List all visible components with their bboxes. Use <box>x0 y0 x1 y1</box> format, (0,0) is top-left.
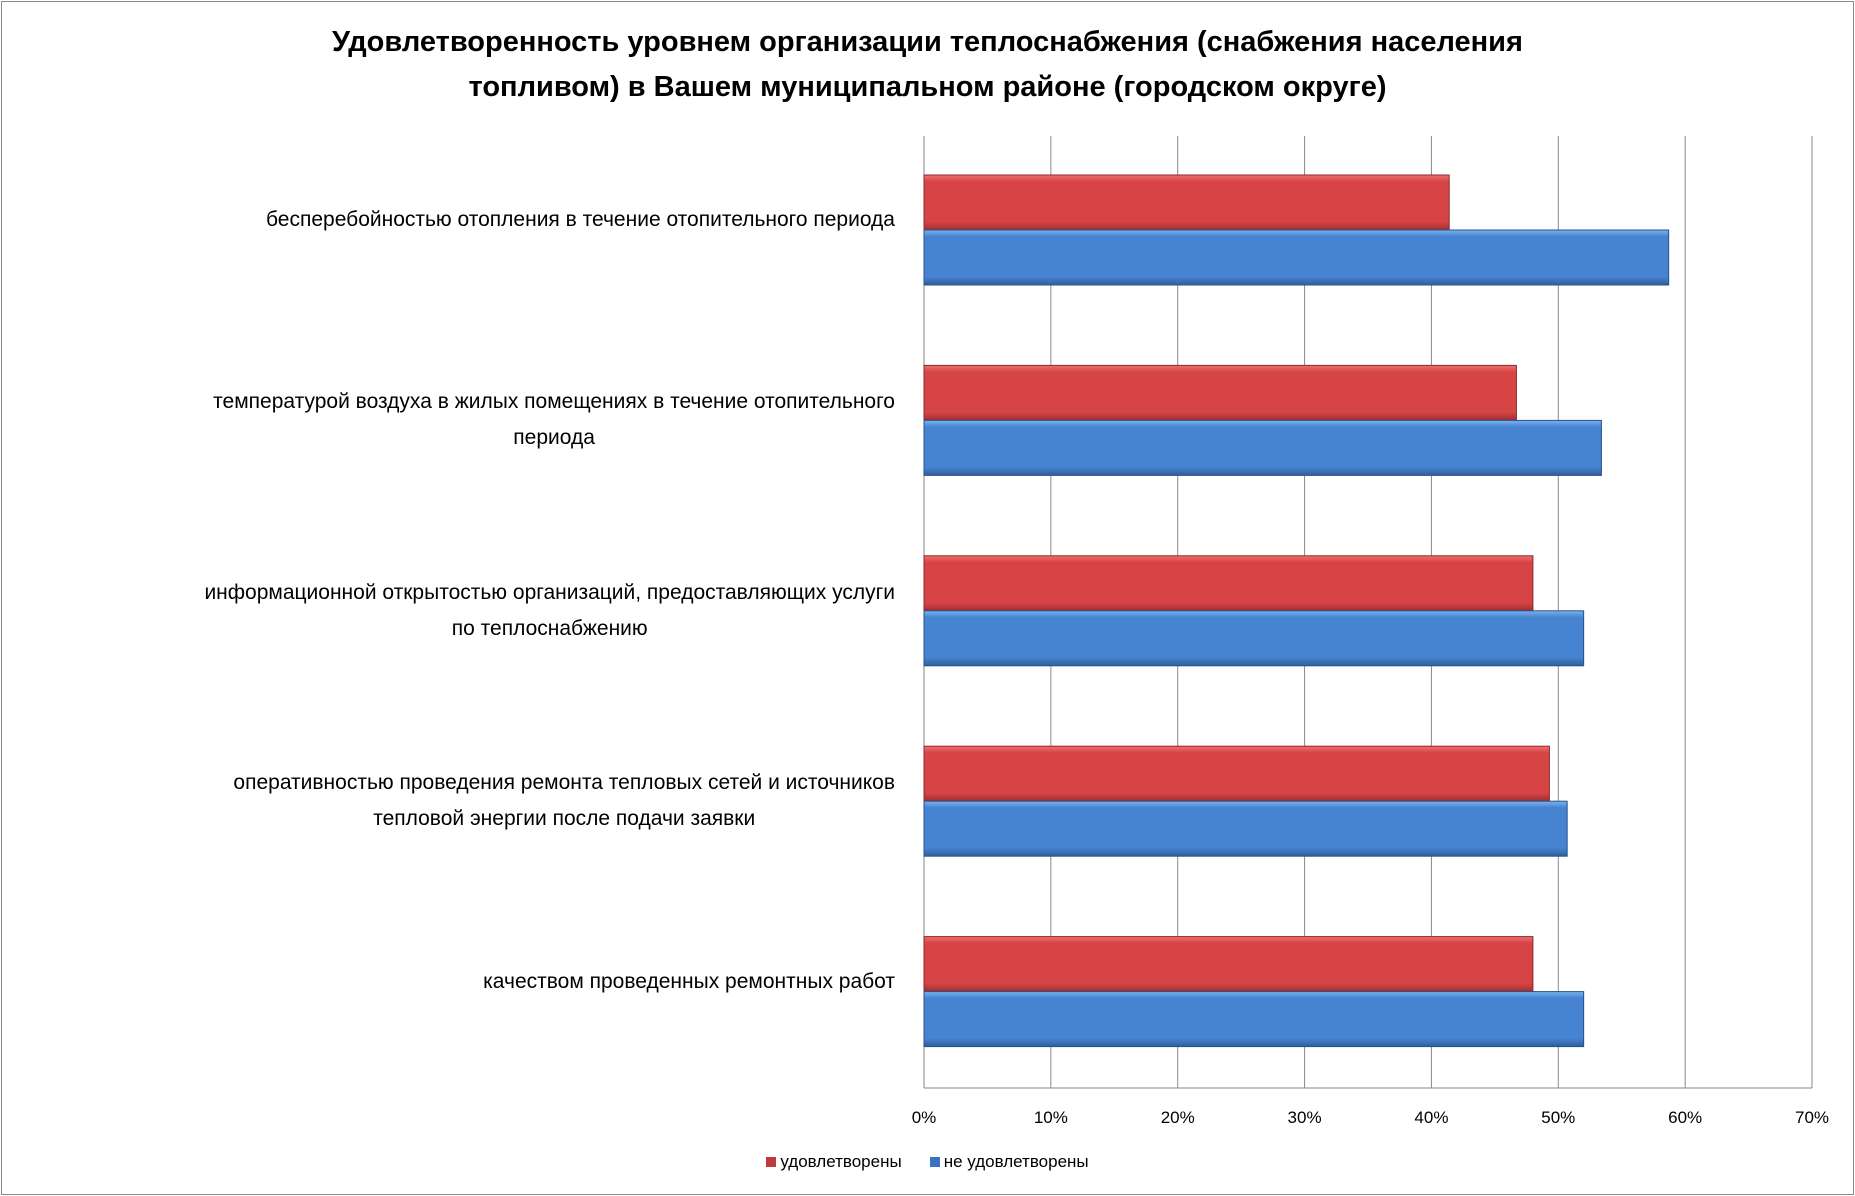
x-tick-label: 50% <box>1541 1108 1575 1127</box>
title-line: Удовлетворенность уровнем организации те… <box>332 26 1523 58</box>
category-label: информационной открытостью организаций, … <box>0 575 895 647</box>
category-label-line: оперативностью проведения ремонта теплов… <box>233 771 895 795</box>
legend-swatch <box>766 1157 777 1167</box>
x-tick-label: 20% <box>1161 1108 1195 1127</box>
category-label: температурой воздуха в жилых помещениях … <box>0 384 895 456</box>
legend-item: удовлетворены <box>766 1152 902 1172</box>
x-tick-label: 10% <box>1034 1108 1068 1127</box>
legend-label: удовлетворены <box>780 1152 902 1171</box>
category-label-line: качеством проведенных ремонтных работ <box>483 969 895 993</box>
category-label-line: периода <box>513 426 595 450</box>
bar-not-satisfied <box>923 229 1670 286</box>
category-label: оперативностью проведения ремонта теплов… <box>0 765 895 837</box>
category-label: бесперебойностью отопления в течение ото… <box>0 202 895 238</box>
category-label-line: по теплоснабжению <box>451 616 648 640</box>
legend-label: не удовлетворены <box>943 1152 1089 1171</box>
bar-satisfied <box>923 936 1534 993</box>
bar-satisfied <box>923 555 1534 612</box>
x-tick-label: 0% <box>912 1108 937 1127</box>
legend-item: не удовлетворены <box>929 1152 1089 1172</box>
category-label-line: информационной открытостью организаций, … <box>204 580 895 604</box>
x-tick-label: 70% <box>1795 1108 1829 1127</box>
bar-satisfied <box>923 745 1550 802</box>
bar-not-satisfied <box>923 800 1568 857</box>
x-tick-label: 40% <box>1414 1108 1448 1127</box>
title-line: топливом) в Вашем муниципальном районе (… <box>468 71 1387 103</box>
bar-satisfied <box>923 364 1517 421</box>
category-label-line: температурой воздуха в жилых помещениях … <box>213 390 895 414</box>
bar-satisfied <box>923 174 1450 231</box>
bar-not-satisfied <box>923 419 1602 476</box>
bar-not-satisfied <box>923 991 1585 1048</box>
category-label-line: тепловой энергии после подачи заявки <box>373 807 756 831</box>
legend-swatch <box>929 1157 940 1167</box>
bar-not-satisfied <box>923 610 1585 667</box>
x-tick-label: 30% <box>1288 1108 1322 1127</box>
x-tick-label: 60% <box>1668 1108 1702 1127</box>
category-label: качеством проведенных ремонтных работ <box>0 964 895 1000</box>
chart-title: Удовлетворенность уровнем организации те… <box>0 20 1855 110</box>
category-label-line: бесперебойностью отопления в течение ото… <box>266 208 895 231</box>
legend: удовлетворены не удовлетворены <box>0 1152 1855 1172</box>
